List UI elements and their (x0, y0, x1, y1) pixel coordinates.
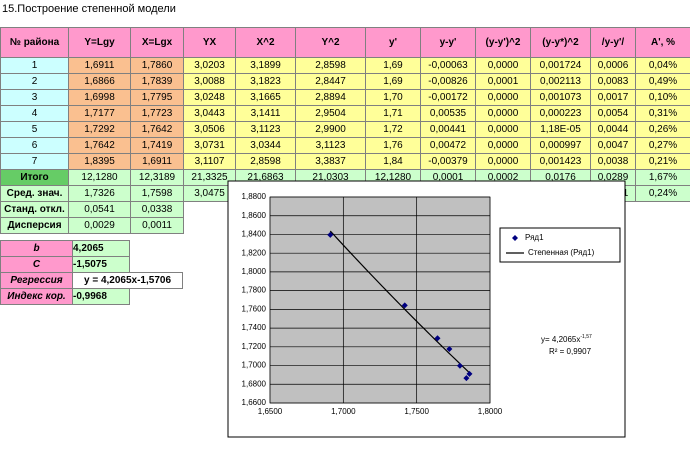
equation-exponent: -1,57 (580, 334, 592, 340)
y-tick-label: 1,7000 (242, 361, 267, 370)
y-tick-label: 1,8000 (242, 267, 267, 276)
y-tick-label: 1,7400 (242, 323, 267, 332)
summary-cell: 0,0011 (130, 217, 184, 234)
data-point (327, 231, 334, 238)
y-tick-label: 1,8600 (242, 211, 267, 220)
legend-label: Степенная (Ряд1) (528, 248, 595, 257)
data-point (446, 345, 453, 352)
trendline (329, 230, 470, 374)
x-tick-label: 1,7000 (331, 407, 356, 416)
y-tick-label: 1,7600 (242, 304, 267, 313)
summary-cell: 0,24% (635, 185, 690, 202)
trendline-equation: y= 4,2065x-1,57 (541, 334, 592, 344)
header-cell: YX (183, 27, 236, 58)
y-tick-label: 1,7200 (242, 342, 267, 351)
x-tick-label: 1,8000 (478, 407, 503, 416)
equation-text: y= 4,2065x (541, 335, 580, 344)
y-tick-label: 1,6600 (242, 398, 267, 407)
x-tick-label: 1,6500 (258, 407, 283, 416)
y-tick-label: 1,6800 (242, 379, 267, 388)
data-point (463, 375, 470, 382)
data-point (434, 335, 441, 342)
legend-label: Ряд1 (525, 233, 544, 242)
y-tick-label: 1,8400 (242, 230, 267, 239)
plot-area (269, 196, 491, 404)
r-squared: R² = 0,9907 (549, 347, 592, 356)
data-point (401, 302, 408, 309)
param-value: -0,9968 (72, 288, 130, 305)
header-cell: (y-y')^2 (475, 27, 531, 58)
sheet-title: 15.Построение степенной модели (2, 3, 176, 15)
header-cell: (y-y*)^2 (530, 27, 591, 58)
y-tick-label: 1,7800 (242, 286, 267, 295)
header-cell: X=Lgx (130, 27, 184, 58)
legend-box (499, 227, 621, 263)
legend-marker (512, 235, 518, 241)
data-point (466, 370, 473, 377)
y-tick-label: 1,8200 (242, 248, 267, 257)
x-tick-label: 1,7500 (404, 407, 429, 416)
data-point (456, 362, 463, 369)
y-tick-label: 1,8800 (242, 192, 267, 201)
